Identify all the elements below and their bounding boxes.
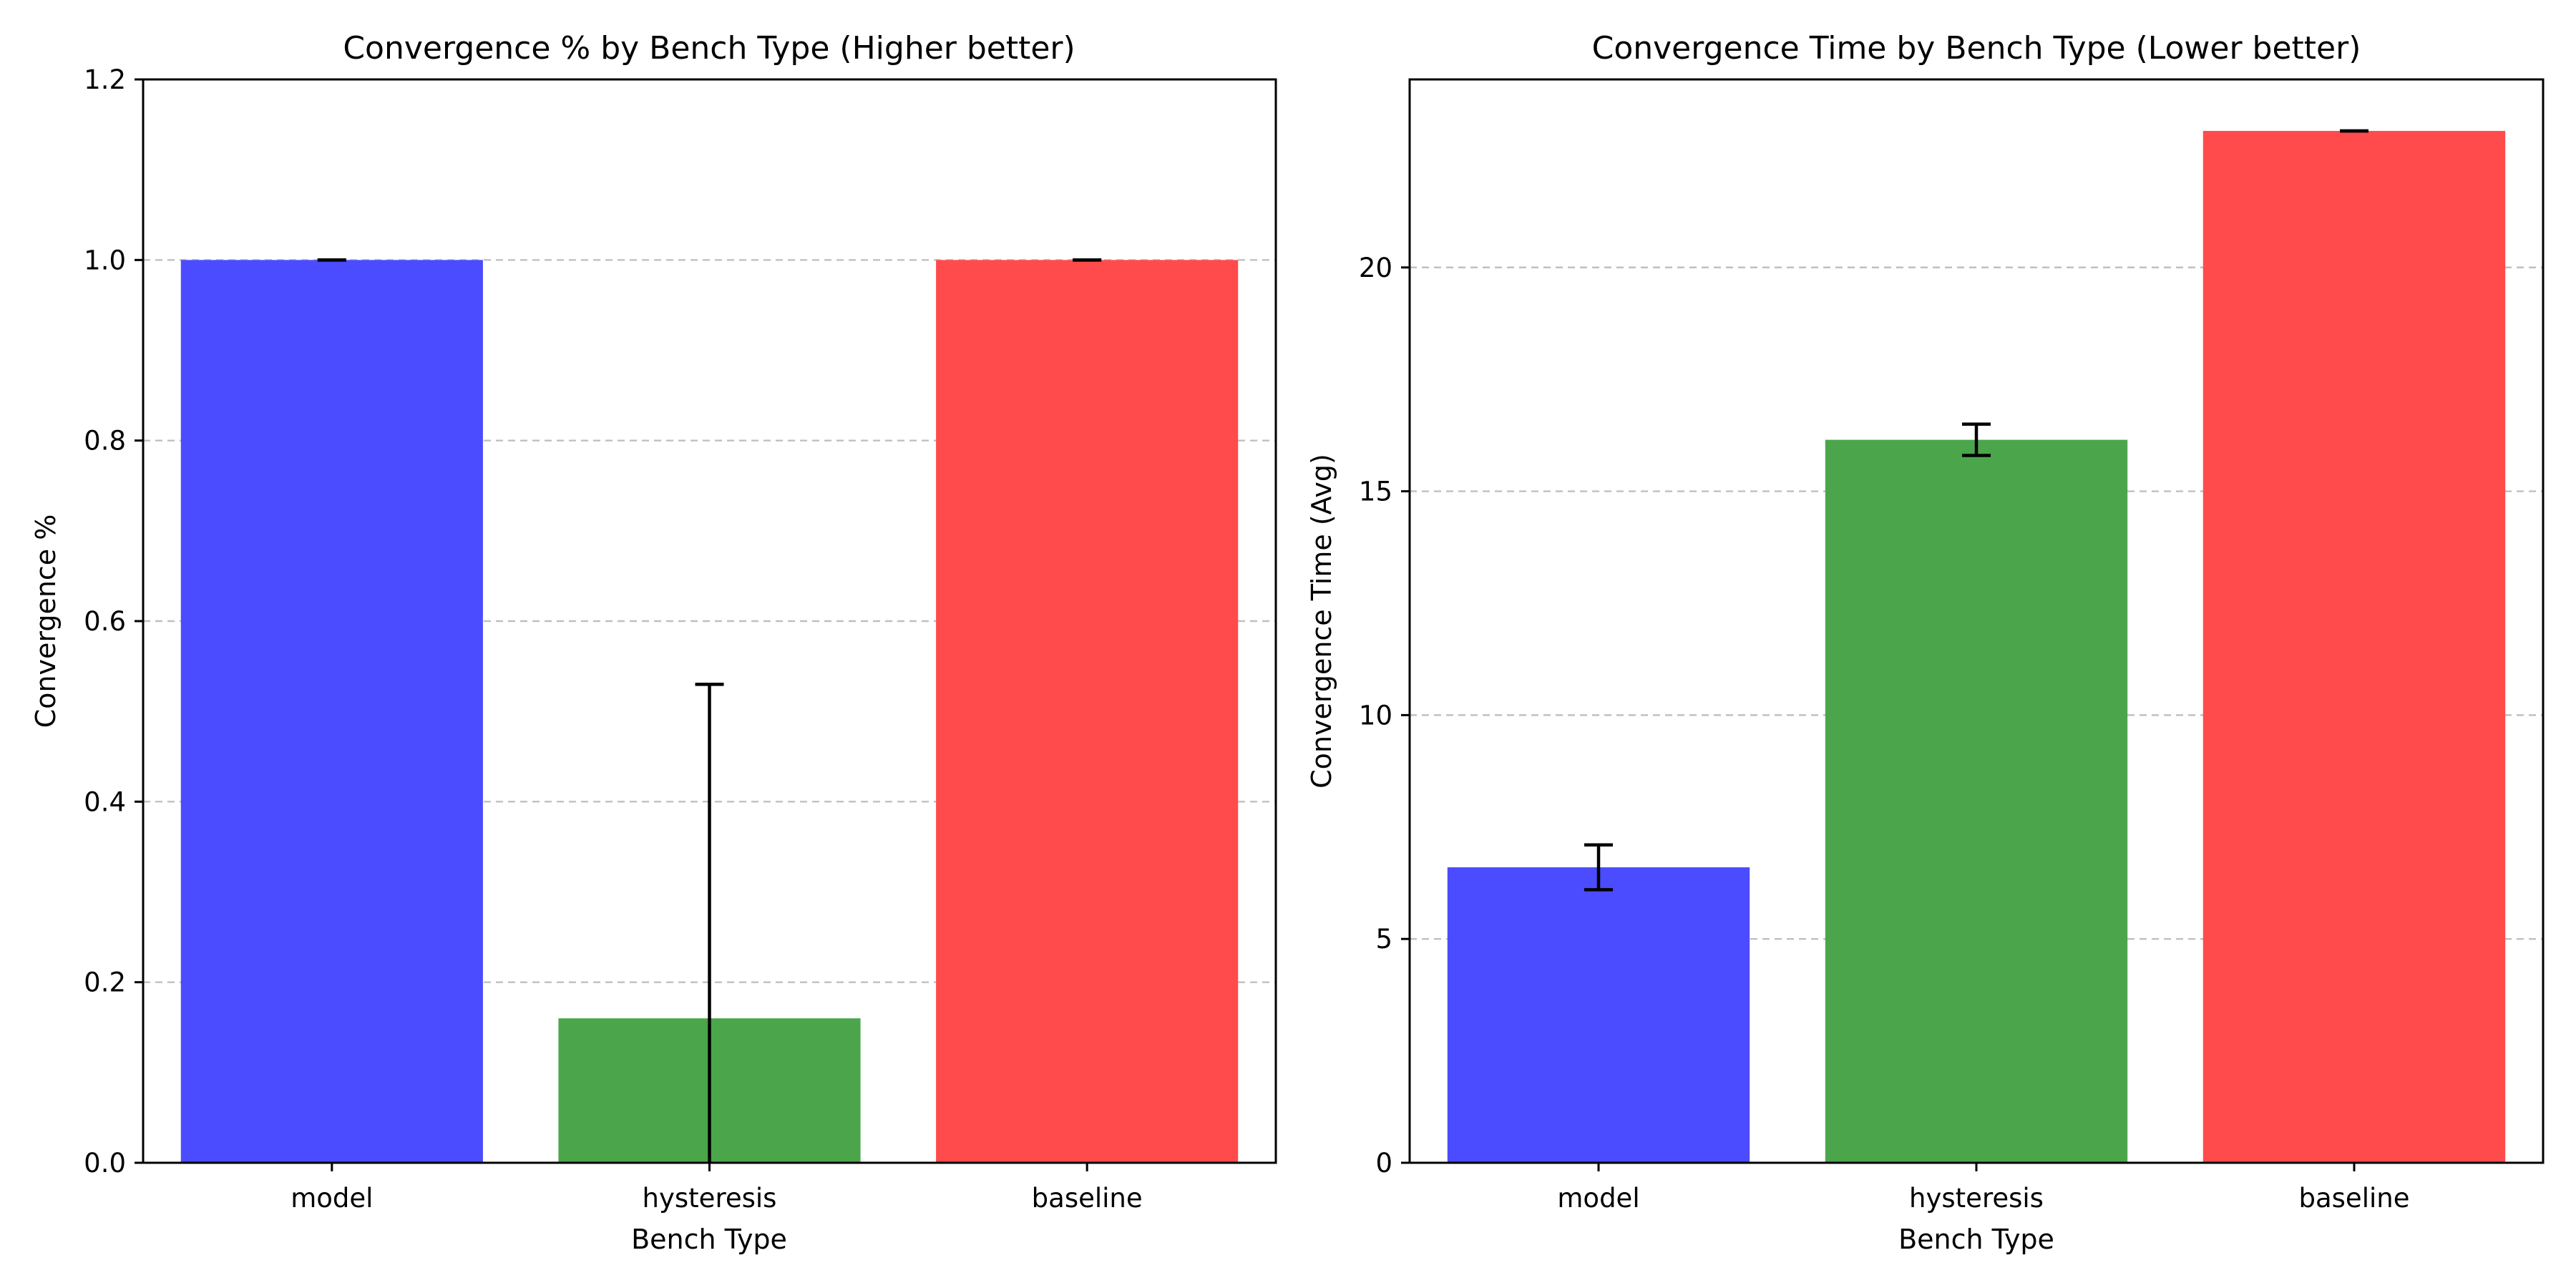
bar-model — [1447, 867, 1750, 1163]
x-tick-label: model — [1557, 1183, 1639, 1214]
bar-baseline — [936, 260, 1239, 1163]
bar-hysteresis — [1825, 439, 2128, 1163]
x-tick-label: baseline — [2299, 1183, 2410, 1214]
chart-title: Convergence % by Bench Type (Higher bett… — [343, 30, 1075, 67]
x-axis-label: Bench Type — [1898, 1224, 2054, 1255]
error-bars — [317, 258, 1102, 1163]
y-tick-label: 1.2 — [84, 64, 126, 95]
y-tick-label: 5 — [1375, 924, 1392, 955]
x-axis-label: Bench Type — [631, 1224, 787, 1255]
y-axis-label: Convergence Time (Avg) — [1306, 454, 1337, 789]
convergence-time-chart: Convergence Time by Bench Type (Lower be… — [1306, 30, 2545, 1255]
y-tick-label: 0.2 — [84, 967, 126, 998]
y-tick-label: 10 — [1359, 700, 1392, 731]
y-tick-label: 0.8 — [84, 426, 126, 457]
convergence-percent-chart: Convergence % by Bench Type (Higher bett… — [30, 30, 1277, 1255]
y-axis-ticks: 0 5 10 15 20 — [1359, 253, 1410, 1179]
y-tick-label: 0.0 — [84, 1148, 126, 1179]
chart-title: Convergence Time by Bench Type (Lower be… — [1592, 30, 2361, 67]
y-tick-label: 0 — [1375, 1148, 1392, 1179]
y-tick-label: 20 — [1359, 253, 1392, 283]
x-tick-label: model — [291, 1183, 373, 1214]
x-tick-label: baseline — [1032, 1183, 1143, 1214]
x-axis-ticks: model hysteresis baseline — [1557, 1163, 2409, 1214]
x-tick-label: hysteresis — [1909, 1183, 2044, 1214]
y-axis-label: Convergence % — [30, 514, 62, 728]
bar-baseline — [2202, 130, 2506, 1163]
y-tick-label: 0.4 — [84, 786, 126, 817]
y-axis-ticks: 0.0 0.2 0.4 0.6 0.8 1.0 1.2 — [84, 64, 143, 1179]
y-tick-label: 0.6 — [84, 606, 126, 637]
y-tick-label: 15 — [1359, 477, 1392, 507]
x-tick-label: hysteresis — [643, 1183, 777, 1214]
bars — [1447, 130, 2506, 1163]
error-bars — [1584, 129, 2368, 892]
y-tick-label: 1.0 — [84, 245, 126, 275]
bar-model — [180, 260, 483, 1163]
x-axis-ticks: model hysteresis baseline — [291, 1163, 1143, 1214]
